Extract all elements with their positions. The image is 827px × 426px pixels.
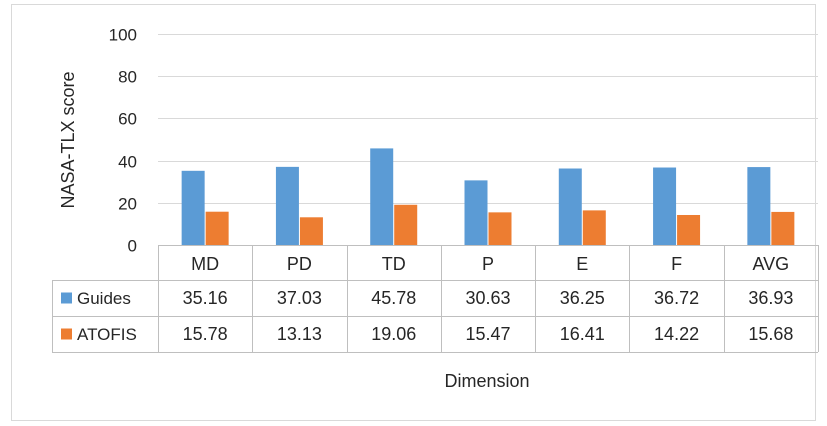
data-label: 37.03: [277, 288, 322, 308]
legend-swatch-guides: [61, 292, 72, 304]
bar-atofis-td: [394, 204, 418, 245]
bar-guides-e: [558, 168, 582, 245]
bar-atofis-p: [488, 212, 512, 245]
x-category-label: AVG: [753, 254, 790, 274]
x-category-label: PD: [287, 254, 312, 274]
y-axis-label: NASA-TLX score: [58, 71, 78, 208]
legend-label-guides: Guides: [77, 289, 131, 308]
bar-atofis-md: [205, 211, 229, 245]
y-tick-labels: 0 20 40 60 80 100: [109, 26, 137, 256]
data-table: MD PD TD P E F AVG Guides 35.16 37.03 45.78 30.63 36…: [52, 245, 819, 353]
data-label: 15.47: [465, 324, 510, 344]
bar-guides-f: [653, 167, 677, 245]
y-tick-label: 20: [118, 195, 137, 214]
x-category-label: E: [576, 254, 588, 274]
y-tick-label: 0: [128, 237, 137, 256]
data-label: 15.68: [748, 324, 793, 344]
bar-guides-md: [181, 170, 205, 245]
bar-guides-p: [464, 180, 488, 245]
data-label: 30.63: [465, 288, 510, 308]
bars: [181, 148, 795, 245]
bar-guides-td: [370, 148, 394, 245]
data-label: 13.13: [277, 324, 322, 344]
x-axis-label: Dimension: [444, 371, 529, 391]
data-label: 16.41: [560, 324, 605, 344]
x-category-label: F: [671, 254, 682, 274]
data-label: 36.72: [654, 288, 699, 308]
bar-atofis-f: [677, 214, 701, 245]
bar-atofis-e: [582, 210, 606, 245]
bar-guides-avg: [747, 167, 771, 245]
y-tick-label: 80: [118, 68, 137, 87]
data-label: 14.22: [654, 324, 699, 344]
data-label: 36.93: [748, 288, 793, 308]
x-category-label: TD: [382, 254, 406, 274]
bar-atofis-pd: [299, 217, 323, 245]
bar-atofis-avg: [771, 211, 795, 245]
x-category-label: P: [482, 254, 494, 274]
data-label: 45.78: [371, 288, 416, 308]
x-category-label: MD: [191, 254, 219, 274]
y-tick-label: 60: [118, 110, 137, 129]
y-tick-label: 100: [109, 26, 137, 45]
legend-swatch-atofis: [61, 328, 72, 340]
data-label: 19.06: [371, 324, 416, 344]
data-label: 15.78: [183, 324, 228, 344]
y-tick-label: 40: [118, 153, 137, 172]
data-label: 36.25: [560, 288, 605, 308]
bar-guides-pd: [275, 166, 299, 245]
data-label: 35.16: [183, 288, 228, 308]
legend-label-atofis: ATOFIS: [77, 325, 137, 344]
